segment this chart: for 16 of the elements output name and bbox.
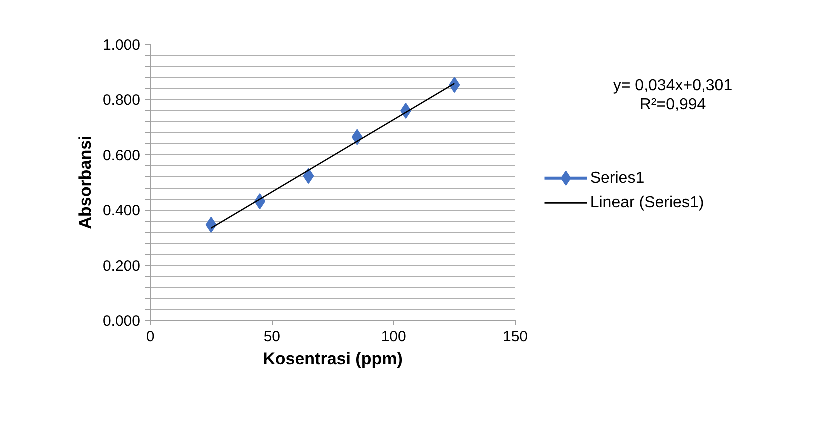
y-tick-label: 0.200	[102, 258, 141, 275]
y-tick-label: 0.800	[102, 92, 141, 110]
y-tick-label: 0.600	[102, 147, 141, 164]
y-tick-label: 0.400	[102, 202, 141, 220]
y-tick-label: 0.000	[102, 313, 141, 330]
x-tick-label: 50	[264, 328, 281, 346]
y-axis-title: Absorbansi	[76, 136, 95, 230]
y-tick-label: 1.000	[102, 37, 141, 54]
legend-label: Linear (Series1)	[590, 194, 704, 212]
legend-label: Series1	[590, 170, 645, 187]
x-tick-label: 100	[381, 328, 406, 346]
text: y= 0,034x+0,301	[613, 77, 733, 94]
x-tick-label: 0	[146, 328, 155, 346]
x-tick-label: 150	[502, 328, 528, 346]
text: R²=0,994	[640, 96, 706, 114]
x-axis-title: Kosentrasi (ppm)	[263, 350, 403, 368]
